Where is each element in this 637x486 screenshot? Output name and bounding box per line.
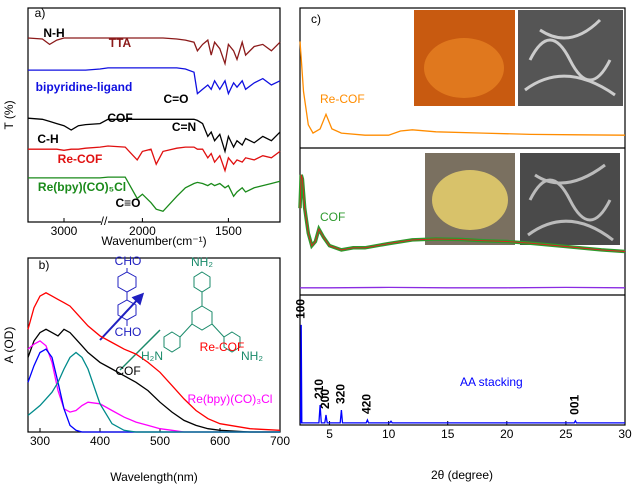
annotation: NH₂ bbox=[241, 349, 263, 363]
annotation: C-H bbox=[37, 132, 58, 146]
annotation: NH₂ bbox=[191, 255, 213, 269]
x-tick-label: 5 bbox=[326, 427, 333, 441]
series-label: COF bbox=[115, 364, 140, 378]
series-line bbox=[28, 67, 281, 96]
sem-image bbox=[524, 18, 616, 97]
series-line bbox=[28, 145, 281, 173]
x-tick-label: 10 bbox=[382, 427, 396, 441]
axis-break-gap bbox=[101, 218, 108, 226]
peak-label: 200 bbox=[318, 389, 332, 409]
peak-label: 100 bbox=[293, 299, 307, 319]
series-line bbox=[27, 292, 281, 431]
x-axis-label: Wavelength(nm) bbox=[110, 470, 198, 484]
annotation: H₂N bbox=[141, 349, 163, 363]
series-line bbox=[27, 351, 280, 433]
series-line bbox=[299, 41, 626, 136]
x-tick-label: 20 bbox=[500, 427, 514, 441]
series-line bbox=[28, 176, 281, 213]
x-tick-label: 600 bbox=[210, 434, 230, 448]
photo bbox=[432, 170, 508, 230]
x-tick-label: 700 bbox=[270, 434, 290, 448]
series-line bbox=[27, 328, 280, 433]
panel-label: b) bbox=[39, 258, 50, 272]
peak-label: 320 bbox=[334, 384, 348, 404]
series-label: Re(bpy)(CO)₅Cl bbox=[38, 180, 126, 194]
y-axis-label: T (%) bbox=[2, 100, 16, 129]
x-tick-label: 300 bbox=[30, 434, 50, 448]
x-tick-label: 30 bbox=[618, 427, 632, 441]
x-tick-label: 2000 bbox=[129, 224, 156, 238]
peak-label: 001 bbox=[568, 394, 582, 414]
series-label: COF bbox=[107, 111, 132, 125]
annotation: CHO bbox=[115, 325, 142, 339]
y-axis-label: A (OD) bbox=[2, 327, 16, 364]
axis-break: // bbox=[101, 214, 108, 228]
panel-label: a) bbox=[35, 6, 46, 20]
arrow bbox=[119, 329, 161, 371]
series-label: bipyridine-ligand bbox=[36, 80, 133, 94]
annotation: N-H bbox=[43, 26, 64, 40]
series-label: Re(bpy)(CO)₃Cl bbox=[188, 392, 273, 406]
series-line bbox=[27, 37, 281, 67]
x-tick-label: 500 bbox=[150, 434, 170, 448]
x-tick-label: 15 bbox=[441, 427, 455, 441]
sem-image bbox=[527, 163, 614, 242]
peak-label: 210 bbox=[312, 379, 326, 399]
series-line bbox=[299, 324, 625, 424]
panel-label: c) bbox=[311, 12, 321, 26]
annotation: CHO bbox=[115, 254, 142, 268]
annotation: C=N bbox=[172, 120, 196, 134]
series-label: Re-COF bbox=[58, 152, 103, 166]
photo bbox=[424, 38, 504, 98]
annotation: C=O bbox=[163, 92, 188, 106]
x-tick-label: 25 bbox=[559, 427, 573, 441]
series-label: TTA bbox=[109, 36, 132, 50]
structure-triazine bbox=[163, 271, 241, 353]
x-tick-label: 400 bbox=[90, 434, 110, 448]
series-label: Re-COF bbox=[320, 92, 365, 106]
frame-a bbox=[27, 7, 281, 223]
series-line bbox=[27, 117, 281, 154]
frame-c bbox=[299, 7, 626, 426]
series-line-fit bbox=[299, 174, 626, 252]
x-tick-label: 1500 bbox=[215, 224, 242, 238]
x-axis-label: Wavenumber(cm⁻¹) bbox=[101, 234, 206, 248]
arrow bbox=[99, 292, 145, 341]
series-label: AA stacking bbox=[460, 375, 523, 389]
x-axis-label: 2θ (degree) bbox=[431, 468, 493, 482]
series-label: Re-COF bbox=[200, 340, 245, 354]
series-label: COF bbox=[320, 210, 345, 224]
peak-label: 420 bbox=[360, 394, 374, 414]
x-tick-label: 3000 bbox=[51, 224, 78, 238]
annotation: C≡O bbox=[115, 196, 140, 210]
